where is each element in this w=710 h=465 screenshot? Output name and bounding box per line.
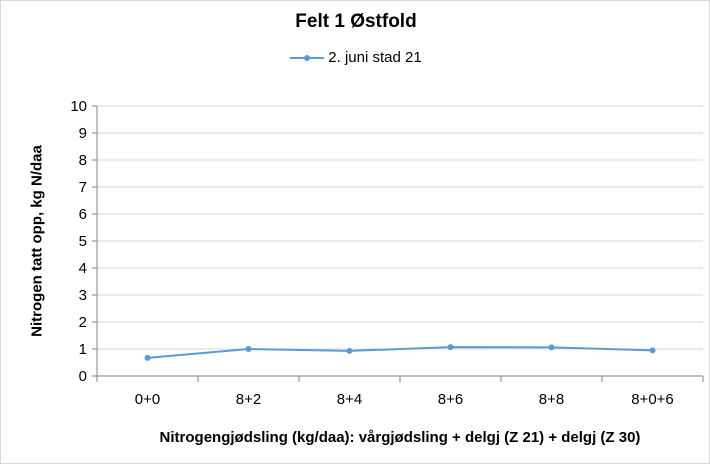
data-point bbox=[144, 354, 151, 361]
y-tick-label: 8 bbox=[79, 152, 87, 169]
x-tick-label: 0+0 bbox=[135, 391, 160, 408]
data-point bbox=[245, 346, 252, 352]
x-tick-label: 8+4 bbox=[337, 391, 362, 408]
y-tick-label: 9 bbox=[79, 125, 87, 142]
legend-label: 2. juni stad 21 bbox=[328, 49, 422, 66]
x-tick-label: 8+8 bbox=[539, 391, 564, 408]
y-tick-label: 10 bbox=[70, 98, 87, 115]
data-point bbox=[649, 347, 656, 354]
data-point bbox=[447, 344, 454, 351]
y-tick-label: 7 bbox=[79, 179, 87, 196]
chart-title: Felt 1 Østfold bbox=[295, 11, 417, 32]
legend-marker bbox=[290, 54, 325, 61]
legend: 2. juni stad 21 bbox=[1, 49, 710, 66]
x-tick-label: 8+2 bbox=[236, 391, 261, 408]
x-axis-label: Nitrogengjødsling (kg/daa): vårgjødsling… bbox=[159, 429, 641, 446]
x-tick-label: 8+6 bbox=[438, 391, 463, 408]
y-tick-label: 6 bbox=[79, 206, 87, 223]
y-tick-label: 4 bbox=[79, 260, 87, 277]
y-tick-label: 0 bbox=[79, 368, 87, 385]
y-tick-label: 3 bbox=[79, 287, 87, 304]
series-line bbox=[147, 346, 653, 359]
y-tick-label: 5 bbox=[79, 233, 87, 250]
y-tick-label: 2 bbox=[79, 314, 87, 331]
data-point bbox=[548, 344, 555, 351]
y-tick-label: 1 bbox=[79, 341, 87, 358]
x-tick-label: 8+0+6 bbox=[631, 391, 674, 408]
data-point bbox=[346, 347, 353, 354]
